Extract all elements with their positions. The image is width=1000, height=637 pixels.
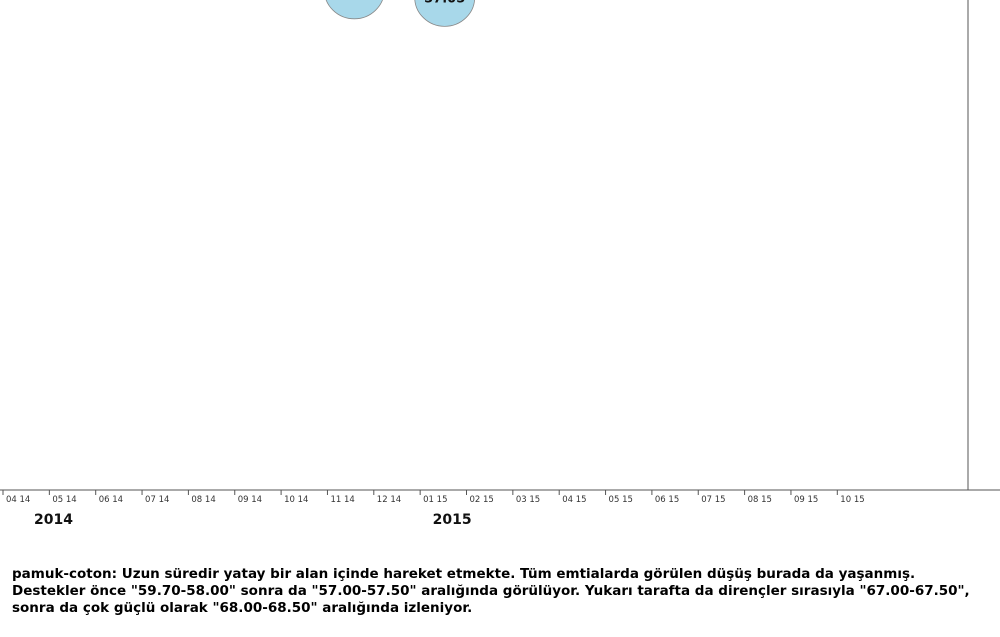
x-tick-label: 04 14 [6, 495, 30, 505]
price-chart: 55,60,65,70,75,80,85,90,95,100, 04 1405 … [0, 0, 1000, 528]
plot-frame [0, 0, 1000, 491]
x-tick-label: 03 15 [516, 495, 540, 505]
price-annotations: 97.3595.1091.4371.1561.3461.0466.0467.55… [325, 0, 475, 27]
highlight-circle-blue [325, 0, 383, 20]
year-label: 2014 [34, 512, 73, 528]
x-tick-label: 08 14 [191, 495, 215, 505]
x-tick-label: 05 15 [609, 495, 633, 505]
x-axis: 04 14 05 14 06 14 07 14 08 14 09 14 10 14 11 14… [2, 490, 865, 528]
x-tick-label: 06 14 [99, 495, 123, 505]
x-tick-label: 08 15 [748, 495, 772, 505]
x-tick-label: 12 14 [377, 495, 401, 505]
x-tick-label: 07 14 [145, 495, 169, 505]
x-tick-label: 02 15 [470, 495, 494, 505]
x-tick-label: 07 15 [701, 495, 725, 505]
x-tick-label: 05 14 [52, 495, 76, 505]
year-label: 2015 [433, 512, 472, 528]
x-tick-label: 09 15 [794, 495, 818, 505]
highlight-circle-blue [414, 0, 475, 27]
x-tick-label: 10 14 [284, 495, 308, 505]
x-tick-label: 04 15 [562, 495, 586, 505]
x-tick-label: 11 14 [330, 495, 354, 505]
chart-commentary: pamuk-coton: Uzun süredir yatay bir alan… [12, 566, 970, 616]
circled-price-label: 57.05 [424, 0, 465, 6]
x-tick-label: 01 15 [423, 495, 447, 505]
x-tick-label: 09 14 [238, 495, 262, 505]
x-tick-label: 06 15 [655, 495, 679, 505]
x-tick-label: 10 15 [840, 495, 864, 505]
